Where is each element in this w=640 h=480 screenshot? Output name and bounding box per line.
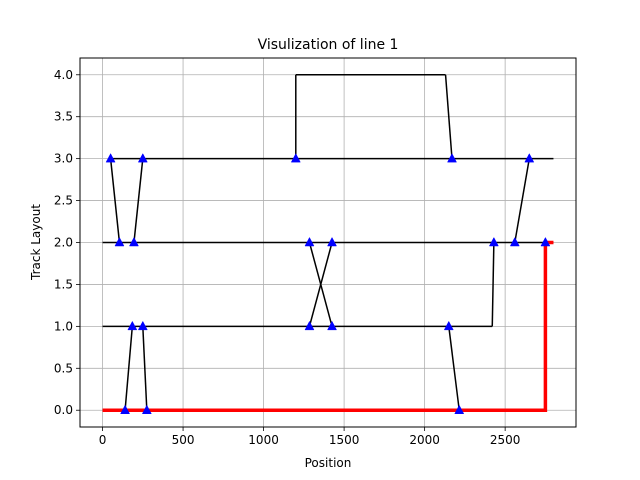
switch-marker bbox=[454, 404, 465, 414]
switch-marker bbox=[327, 236, 337, 247]
switch-marker bbox=[141, 404, 152, 414]
connection-lines bbox=[109, 158, 531, 411]
y-tick-label: 2.0 bbox=[54, 236, 73, 250]
switch-marker bbox=[137, 153, 148, 163]
switch-marker bbox=[443, 320, 454, 331]
x-tick-label: 0 bbox=[99, 433, 107, 447]
x-tick-label: 500 bbox=[172, 433, 195, 447]
x-tick-label: 1500 bbox=[329, 433, 360, 447]
x-tick-label: 2000 bbox=[409, 433, 440, 447]
x-axis-ticks: 0 500 1000 1500 2000 2500 bbox=[99, 427, 521, 447]
switch-marker bbox=[540, 236, 551, 247]
connection-line bbox=[448, 326, 460, 411]
switch-marker bbox=[304, 236, 315, 247]
connection-line bbox=[308, 242, 333, 327]
y-tick-label: 1.5 bbox=[54, 277, 73, 291]
y-tick-label: 0.0 bbox=[54, 403, 73, 417]
switch-marker bbox=[524, 153, 535, 163]
connection-line bbox=[124, 326, 134, 411]
track-line bbox=[491, 242, 495, 327]
switch-marker bbox=[114, 236, 125, 247]
route-path bbox=[102, 240, 554, 412]
connection-line bbox=[109, 158, 121, 243]
y-axis-ticks: 0.0 0.5 1.0 1.5 2.0 2.5 3.0 3.5 4.0 bbox=[54, 68, 80, 417]
track-line bbox=[444, 74, 453, 159]
y-tick-label: 3.5 bbox=[54, 110, 73, 124]
switch-marker bbox=[447, 153, 457, 163]
x-tick-label: 2500 bbox=[490, 433, 521, 447]
switch-marker bbox=[129, 236, 139, 247]
x-tick-label: 1000 bbox=[248, 433, 279, 447]
chart-title: Visulization of line 1 bbox=[258, 37, 399, 53]
switch-marker bbox=[304, 320, 315, 331]
switch-marker bbox=[290, 153, 301, 163]
connection-line bbox=[514, 158, 531, 243]
connection-line bbox=[133, 158, 144, 243]
y-tick-label: 1.0 bbox=[54, 319, 73, 333]
connection-line bbox=[142, 326, 148, 411]
y-tick-label: 3.0 bbox=[54, 152, 73, 166]
route-line bbox=[102, 240, 554, 412]
y-tick-label: 4.0 bbox=[54, 68, 73, 82]
switch-marker bbox=[327, 320, 337, 331]
switch-marker bbox=[509, 236, 520, 247]
switch-marker bbox=[137, 320, 148, 331]
switch-marker bbox=[127, 320, 138, 331]
y-axis-label: Track Layout bbox=[29, 204, 43, 281]
y-tick-label: 2.5 bbox=[54, 194, 73, 208]
switch-marker bbox=[488, 236, 499, 247]
switch-marker bbox=[120, 404, 131, 414]
markers bbox=[105, 153, 551, 414]
switch-marker bbox=[105, 153, 116, 163]
x-axis-label: Position bbox=[305, 456, 352, 470]
y-tick-label: 0.5 bbox=[54, 361, 73, 375]
